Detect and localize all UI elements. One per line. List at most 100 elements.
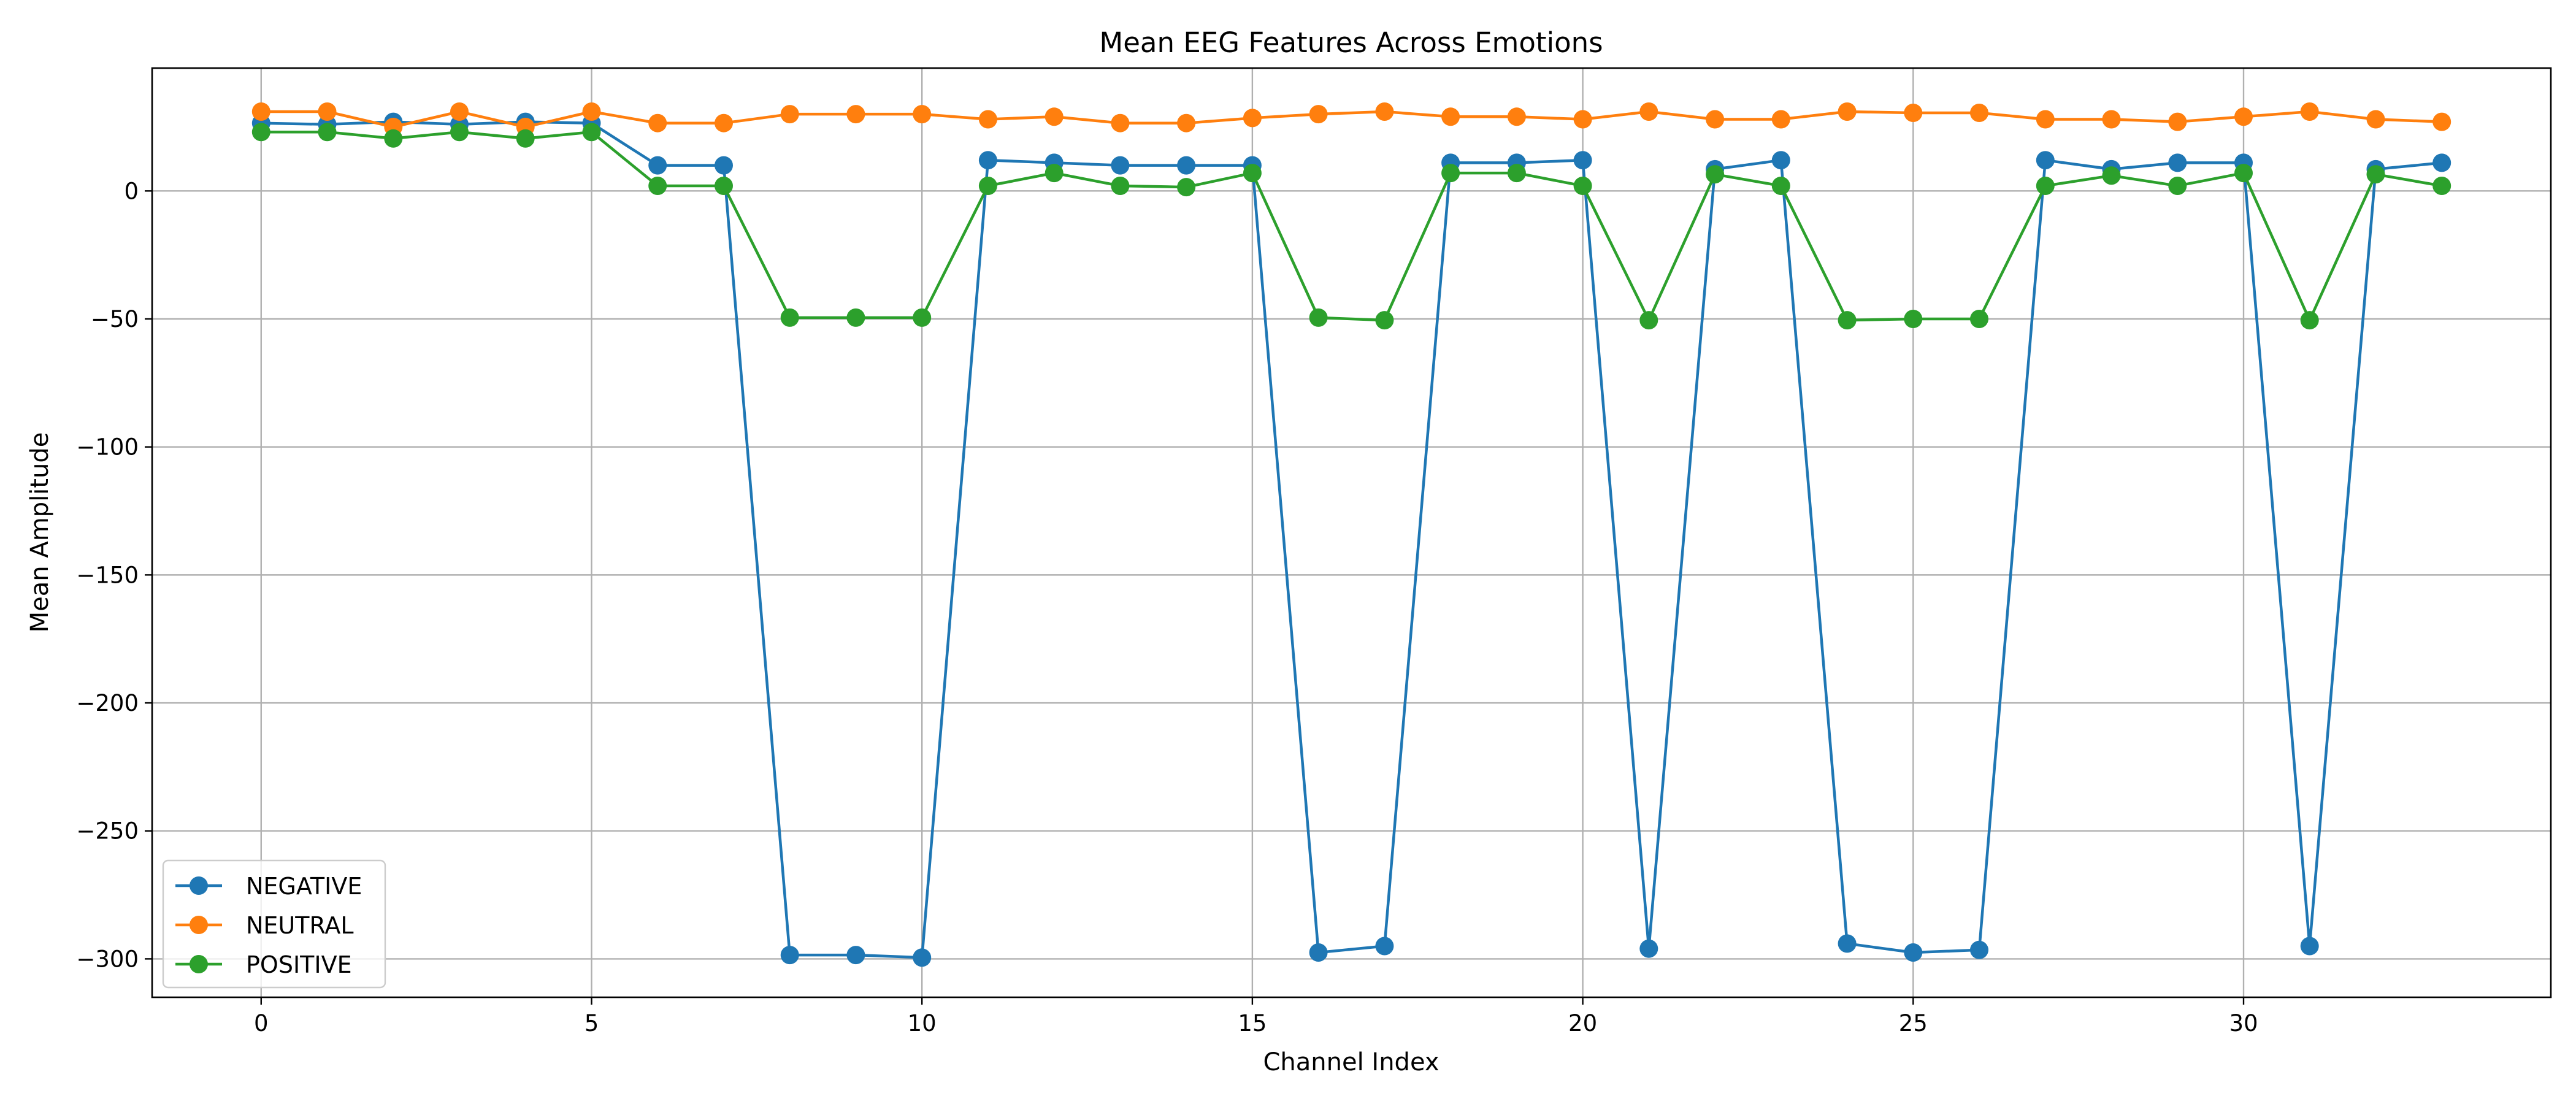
data-point-positive xyxy=(318,123,337,142)
data-point-positive xyxy=(1970,310,1988,328)
data-point-positive xyxy=(251,123,270,142)
y-tick-label: −100 xyxy=(76,434,139,461)
data-point-positive xyxy=(1904,310,1923,328)
y-tick-label: −300 xyxy=(76,946,139,972)
data-point-neutral xyxy=(2300,102,2319,121)
data-point-positive xyxy=(1441,164,1460,183)
data-point-neutral xyxy=(1771,110,1790,129)
data-point-positive xyxy=(978,177,997,195)
y-tick-label: 0 xyxy=(124,178,139,204)
data-point-neutral xyxy=(2432,112,2451,131)
legend-swatch-marker xyxy=(190,876,208,895)
data-point-neutral xyxy=(1970,104,1988,122)
data-point-positive xyxy=(1838,311,1857,330)
data-point-positive xyxy=(2168,177,2187,195)
data-point-neutral xyxy=(582,102,601,121)
data-point-positive xyxy=(1573,177,1592,195)
data-point-negative xyxy=(1970,940,1988,959)
data-point-negative xyxy=(846,946,865,965)
data-point-neutral xyxy=(1507,107,1526,126)
data-point-negative xyxy=(715,156,733,175)
legend: NEGATIVE NEUTRAL POSITIVE xyxy=(162,859,386,989)
legend-label: NEUTRAL xyxy=(246,912,354,939)
data-point-neutral xyxy=(251,102,270,121)
y-axis-label: Mean Amplitude xyxy=(26,432,54,633)
data-point-neutral xyxy=(2036,110,2055,129)
y-tick-label: −50 xyxy=(91,306,139,332)
series-line-negative xyxy=(261,120,2442,959)
data-point-positive xyxy=(1111,177,1130,195)
plot-frame xyxy=(151,67,2552,999)
x-tick-label: 5 xyxy=(585,1010,599,1037)
data-point-positive xyxy=(1375,311,1394,330)
data-point-neutral xyxy=(1309,105,1328,124)
data-point-positive xyxy=(2234,164,2253,183)
data-point-neutral xyxy=(318,102,337,121)
data-point-positive xyxy=(780,308,799,327)
data-point-neutral xyxy=(978,110,997,129)
data-point-positive xyxy=(384,129,403,148)
data-point-negative xyxy=(780,946,799,965)
data-point-negative xyxy=(1111,156,1130,175)
data-point-positive xyxy=(846,308,865,327)
data-point-positive xyxy=(1771,177,1790,195)
data-point-negative xyxy=(2432,153,2451,172)
data-point-neutral xyxy=(2366,110,2385,129)
y-tick-label: −150 xyxy=(76,562,139,588)
y-tick-label: −200 xyxy=(76,690,139,716)
data-point-positive xyxy=(913,308,932,327)
data-point-positive xyxy=(1177,178,1196,197)
data-point-neutral xyxy=(780,105,799,124)
data-point-neutral xyxy=(450,102,469,121)
data-point-positive xyxy=(450,123,469,142)
x-axis-label: Channel Index xyxy=(1263,1048,1439,1076)
data-point-negative xyxy=(1177,156,1196,175)
series-line-positive xyxy=(261,131,2442,322)
data-point-negative xyxy=(1771,151,1790,170)
legend-box xyxy=(162,859,386,989)
data-point-positive xyxy=(2300,311,2319,330)
legend-label: POSITIVE xyxy=(246,951,352,978)
data-point-positive xyxy=(1243,164,1262,183)
data-point-neutral xyxy=(1243,109,1262,128)
data-point-positive xyxy=(1507,164,1526,183)
data-point-neutral xyxy=(1375,102,1394,121)
axis-ticks: 0 5 10 15 20 25 30 0 −50 −100 −150 −200 −250 −300 xyxy=(76,178,2258,1037)
data-point-neutral xyxy=(1177,113,1196,132)
data-point-neutral xyxy=(2102,110,2121,129)
data-point-negative xyxy=(978,151,997,170)
data-point-neutral xyxy=(1904,104,1923,122)
data-point-positive xyxy=(1045,164,1064,183)
data-point-neutral xyxy=(1573,110,1592,129)
data-point-negative xyxy=(1375,937,1394,956)
data-point-neutral xyxy=(1639,102,1658,121)
data-point-neutral xyxy=(1838,102,1857,121)
x-tick-label: 0 xyxy=(254,1010,269,1037)
data-point-neutral xyxy=(1111,113,1130,132)
x-tick-label: 15 xyxy=(1238,1010,1267,1037)
data-point-negative xyxy=(1904,943,1923,962)
data-point-negative xyxy=(1838,934,1857,953)
x-tick-label: 20 xyxy=(1568,1010,1597,1037)
data-point-negative xyxy=(1639,939,1658,958)
data-point-positive xyxy=(2102,166,2121,185)
series-line-neutral xyxy=(261,110,2442,129)
data-point-positive xyxy=(1639,311,1658,330)
data-point-negative xyxy=(1309,943,1328,962)
data-point-positive xyxy=(582,123,601,142)
data-point-neutral xyxy=(2234,107,2253,126)
data-point-positive xyxy=(715,177,733,195)
data-point-neutral xyxy=(648,113,667,132)
legend-swatch-marker xyxy=(190,955,208,973)
data-point-negative xyxy=(913,948,932,967)
chart-title: Mean EEG Features Across Emotions xyxy=(1099,26,1603,59)
series-group xyxy=(251,102,2451,967)
legend-label: NEGATIVE xyxy=(246,873,362,900)
data-point-positive xyxy=(1309,308,1328,327)
legend-swatch-marker xyxy=(190,916,208,934)
data-point-positive xyxy=(1706,165,1725,184)
data-point-negative xyxy=(2168,153,2187,172)
data-point-positive xyxy=(516,129,535,148)
data-point-negative xyxy=(1573,151,1592,170)
